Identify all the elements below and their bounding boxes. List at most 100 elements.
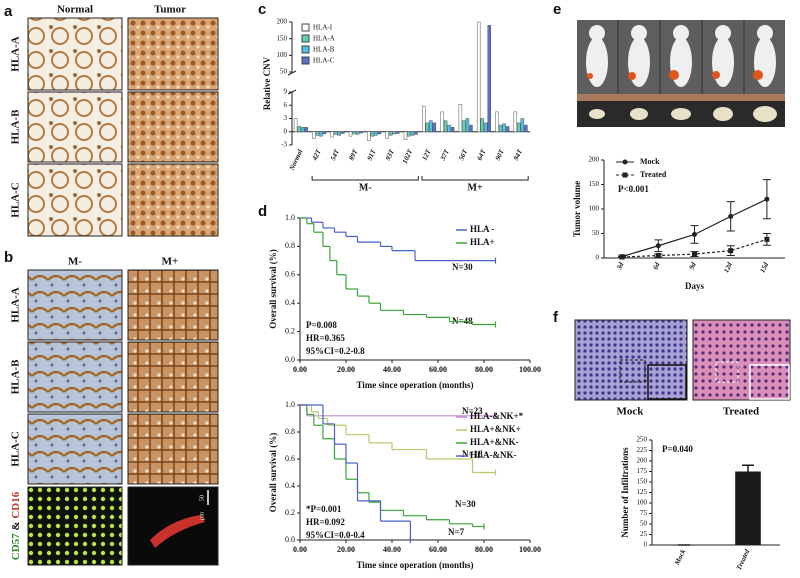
y-tick-label: 0.0 xyxy=(285,355,295,364)
bar xyxy=(293,118,298,132)
group-bracket xyxy=(421,176,529,181)
micrograph xyxy=(27,413,123,485)
x-tick-label: 100.00 xyxy=(519,545,541,554)
row-label: HLA-C xyxy=(10,182,22,218)
column-header: M+ xyxy=(162,256,179,268)
y-tick-label: 1.0 xyxy=(285,400,295,409)
stain-name: CD57 xyxy=(10,533,22,560)
micrograph xyxy=(127,17,219,91)
bar xyxy=(462,120,466,133)
bar xyxy=(483,122,488,132)
bar xyxy=(319,131,323,137)
bar xyxy=(388,131,393,136)
x-tick-label: 90T xyxy=(494,147,506,161)
annotation: N=30 xyxy=(452,262,473,272)
x-tick-label: 102T xyxy=(401,147,415,164)
group-label: M- xyxy=(359,182,372,193)
bar xyxy=(450,127,455,133)
mouse xyxy=(589,25,605,41)
bar xyxy=(513,111,518,132)
micrographs xyxy=(27,17,219,237)
bar xyxy=(502,123,506,133)
panel-label: b xyxy=(4,249,13,266)
tumor-signal xyxy=(587,73,593,79)
y-tick-label: 1.0 xyxy=(285,213,295,222)
y-tick-label: 125 xyxy=(637,488,648,496)
x-tick-label: 6d xyxy=(651,261,661,271)
x-tick-label: 0.00 xyxy=(293,545,307,554)
y-tick-label: 175 xyxy=(637,467,648,475)
inset xyxy=(647,364,687,400)
y-tick-label: 75 xyxy=(640,509,648,517)
annotation: P=0.008 xyxy=(306,320,337,330)
micrograph xyxy=(27,91,123,163)
x-tick-label: 3d xyxy=(615,261,626,272)
bar xyxy=(735,471,761,545)
bar xyxy=(498,124,503,132)
y-tick-label: 0 xyxy=(284,127,288,135)
legend-label: HLA-&NK+* xyxy=(470,411,524,421)
legend-marker xyxy=(622,172,628,178)
bar xyxy=(337,131,342,136)
y-tick-label: 200 xyxy=(637,457,648,465)
bar xyxy=(443,120,448,133)
fluorescence-image xyxy=(27,486,123,566)
row-label: HLA-B xyxy=(10,359,22,395)
histology xyxy=(574,319,791,401)
y-tick-label: 50 xyxy=(592,229,600,237)
annotation: N=7 xyxy=(448,527,465,537)
x-tick-label: 40.00 xyxy=(383,545,401,554)
y-tick-label: 100 xyxy=(277,51,288,59)
row-label: HLA-A xyxy=(10,287,22,323)
bar xyxy=(410,131,415,136)
legend-label: HLA - xyxy=(470,224,494,234)
y-tick-label: 0 xyxy=(644,541,648,549)
stain-name: CD16 xyxy=(10,491,22,518)
y-tick-label: 0.0 xyxy=(285,535,295,544)
panel-label: a xyxy=(4,3,13,20)
bar xyxy=(517,122,521,132)
micrograph xyxy=(127,341,219,413)
tumor-signal xyxy=(628,72,636,80)
x-tick-label: Normal xyxy=(287,148,304,172)
bar xyxy=(524,124,528,132)
legend-label: HLA+ xyxy=(470,237,495,247)
y-tick-label: 200 xyxy=(277,18,288,26)
bar xyxy=(505,126,510,132)
micrographs xyxy=(27,269,219,566)
legend-marker xyxy=(622,159,628,165)
y-tick-label: 150 xyxy=(637,478,648,486)
tumor-signal xyxy=(753,70,763,80)
x-tick-label: 60.00 xyxy=(429,545,447,554)
x-tick-label: 56T xyxy=(457,147,469,161)
x-tick-label: 40.00 xyxy=(383,365,401,374)
mouse xyxy=(757,25,773,41)
excised-tumors xyxy=(589,106,777,122)
x-tick-label: 54T xyxy=(329,147,341,161)
bar xyxy=(385,131,389,139)
legend-label: Mock xyxy=(640,157,660,166)
x-tick-label: 91T xyxy=(366,147,378,161)
legend-swatch xyxy=(301,56,310,65)
legend-label: HLA+&NK+ xyxy=(470,424,521,434)
x-tick-label: 89T xyxy=(347,147,359,161)
y-tick-label: 150 xyxy=(589,180,600,188)
tumors xyxy=(587,70,763,80)
caption: Treated xyxy=(723,406,759,418)
y-tick-label: 225 xyxy=(637,446,648,454)
scale-label: 50 xyxy=(199,495,205,501)
micrograph xyxy=(127,269,219,341)
micrograph xyxy=(127,413,219,485)
micrograph xyxy=(27,17,123,91)
inset xyxy=(749,364,790,400)
annotation: *P=0.001 xyxy=(306,504,342,514)
bar xyxy=(312,131,316,139)
marker xyxy=(764,236,770,242)
panel-label: f xyxy=(553,309,559,326)
group-label: M+ xyxy=(468,182,483,193)
bar xyxy=(403,131,408,140)
tumor-signal xyxy=(712,71,720,79)
bar xyxy=(392,131,396,135)
y-tick-label: 250 xyxy=(637,436,648,444)
bar xyxy=(458,104,463,133)
